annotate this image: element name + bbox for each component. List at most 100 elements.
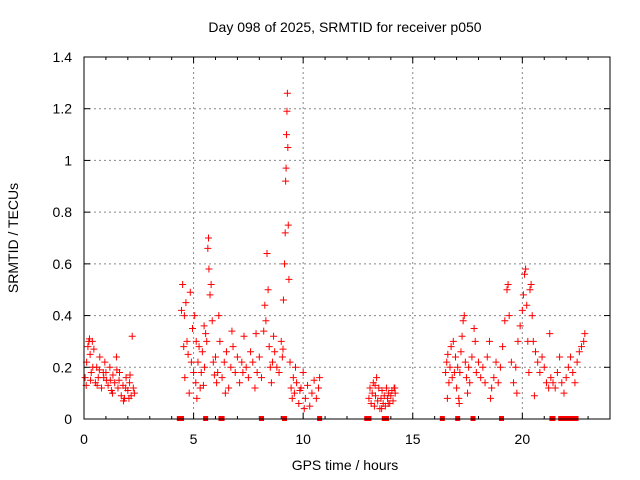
data-point: [130, 389, 138, 397]
data-point: [182, 299, 190, 307]
data-point: [449, 337, 457, 345]
chart-title: Day 098 of 2025, SRMTID for receiver p05…: [208, 19, 481, 35]
data-point: [258, 374, 266, 382]
data-point: [465, 363, 473, 371]
data-point: [264, 286, 272, 294]
data-point: [81, 374, 89, 382]
data-point: [263, 250, 271, 258]
data-point: [284, 144, 292, 151]
data-point: [287, 384, 295, 392]
y-tick-label: 0.4: [53, 308, 73, 324]
data-point: [270, 332, 278, 340]
data-point: [101, 358, 109, 366]
data-point: [528, 312, 536, 320]
data-point: [293, 379, 301, 387]
data-point: [84, 343, 92, 351]
data-point: [455, 399, 463, 407]
data-point: [279, 345, 287, 353]
data-point: [285, 275, 293, 283]
data-point: [487, 394, 495, 402]
data-point: [283, 131, 291, 139]
data-point: [466, 379, 474, 387]
data-point: [282, 164, 290, 172]
data-point: [503, 286, 511, 294]
data-point: [442, 368, 450, 376]
data-point: [286, 358, 294, 366]
data-point: [126, 371, 134, 379]
data-point: [89, 363, 97, 371]
data-point: [271, 348, 279, 356]
x-tick-label: 0: [80, 431, 88, 447]
data-point: [100, 374, 108, 382]
data-point: [296, 387, 304, 395]
x-axis-ticks: 0 5 10 15 20: [80, 57, 589, 447]
data-point: [312, 394, 320, 402]
data-point: [569, 368, 577, 376]
data-point: [222, 348, 230, 356]
data-point: [281, 260, 289, 268]
data-point: [456, 368, 464, 376]
data-point: [468, 353, 476, 361]
data-point: [573, 358, 581, 366]
data-point: [244, 374, 252, 382]
data-point: [260, 327, 268, 335]
data-point: [113, 366, 121, 374]
data-point: [181, 374, 189, 382]
data-point: [531, 348, 539, 356]
data-point: [268, 358, 276, 366]
data-point: [233, 353, 241, 361]
y-tick-label: 1.2: [53, 101, 73, 117]
data-point: [382, 384, 390, 392]
data-point: [215, 312, 223, 320]
data-point: [277, 337, 285, 345]
data-point: [204, 244, 212, 252]
data-point: [90, 345, 98, 353]
data-point: [384, 399, 392, 407]
data-point: [238, 358, 246, 366]
data-point: [447, 343, 455, 351]
data-point: [261, 301, 269, 309]
data-point: [284, 221, 292, 229]
data-point: [247, 348, 255, 356]
data-point: [184, 350, 192, 358]
data-point: [266, 363, 274, 371]
data-point: [228, 327, 236, 335]
data-point: [471, 337, 479, 345]
data-point: [185, 389, 193, 397]
grid-lines: [84, 57, 610, 419]
data-point: [108, 389, 116, 397]
data-point: [104, 381, 112, 389]
data-point: [212, 353, 219, 361]
data-point: [542, 379, 550, 387]
data-point: [187, 358, 195, 366]
y-tick-label: 0.8: [53, 204, 73, 220]
data-point: [191, 312, 199, 320]
data-point: [106, 376, 114, 384]
data-point: [513, 389, 521, 397]
data-point: [472, 368, 480, 376]
data-point: [479, 363, 487, 371]
data-point: [239, 368, 247, 376]
data-point: [114, 384, 122, 392]
data-point: [87, 368, 95, 376]
data-point: [564, 363, 572, 371]
data-point: [304, 381, 312, 389]
data-point: [193, 394, 201, 402]
data-point: [122, 374, 130, 382]
data-point: [214, 368, 222, 376]
data-point: [527, 281, 535, 289]
data-point: [504, 281, 512, 289]
data-point: [521, 270, 529, 278]
data-point: [207, 281, 215, 289]
y-tick-label: 0: [64, 411, 72, 427]
data-point: [240, 332, 248, 340]
data-point: [119, 397, 127, 405]
data-point: [514, 337, 522, 345]
data-point: [459, 317, 467, 325]
data-point: [475, 358, 482, 366]
data-point: [492, 358, 500, 366]
data-point: [446, 363, 454, 371]
data-point: [460, 312, 468, 320]
data-point: [180, 343, 188, 351]
data-point: [499, 343, 507, 351]
